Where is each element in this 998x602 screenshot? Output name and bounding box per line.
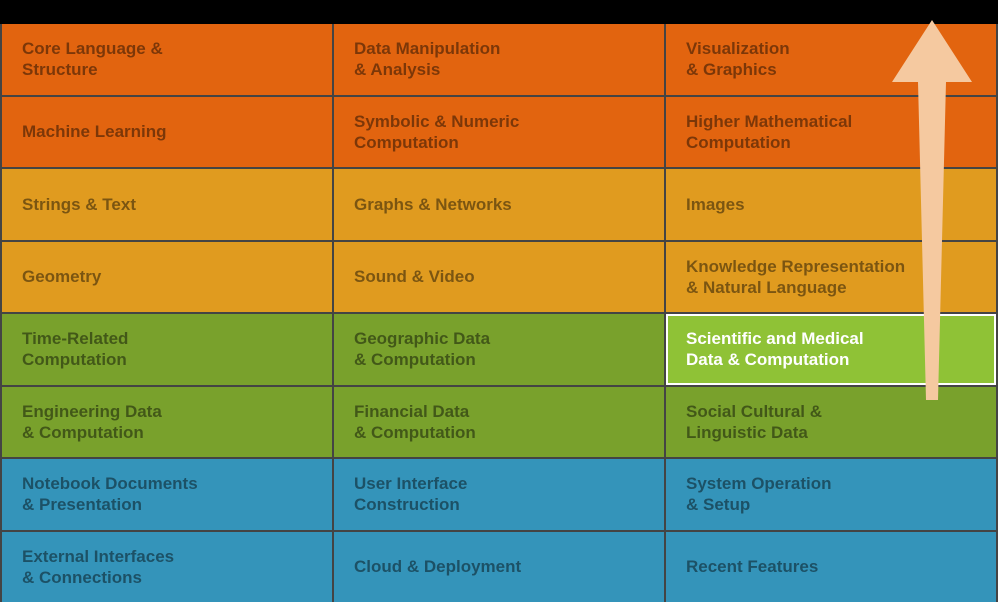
category-cell[interactable]: Notebook Documents& Presentation	[2, 459, 332, 530]
category-cell[interactable]: Geometry	[2, 242, 332, 313]
category-cell[interactable]: Images	[666, 169, 996, 240]
category-cell[interactable]: Visualization& Graphics	[666, 24, 996, 95]
category-cell[interactable]: Recent Features	[666, 532, 996, 602]
category-label: Engineering Data& Computation	[22, 401, 162, 444]
category-label: Higher MathematicalComputation	[686, 111, 852, 154]
category-label: Symbolic & NumericComputation	[354, 111, 519, 154]
category-cell[interactable]: User InterfaceConstruction	[334, 459, 664, 530]
category-label: Strings & Text	[22, 194, 136, 215]
category-label: Geographic Data& Computation	[354, 328, 490, 371]
category-label: Visualization& Graphics	[686, 38, 790, 81]
top-bar	[0, 0, 998, 24]
category-cell[interactable]: Core Language &Structure	[2, 24, 332, 95]
category-cell[interactable]: Time-RelatedComputation	[2, 314, 332, 385]
category-label: Financial Data& Computation	[354, 401, 476, 444]
category-cell[interactable]: External Interfaces& Connections	[2, 532, 332, 602]
category-label: Cloud & Deployment	[354, 556, 521, 577]
category-cell[interactable]: Financial Data& Computation	[334, 387, 664, 458]
category-cell[interactable]: Machine Learning	[2, 97, 332, 168]
category-cell[interactable]: Strings & Text	[2, 169, 332, 240]
category-cell[interactable]: Scientific and MedicalData & Computation	[666, 314, 996, 385]
category-label: External Interfaces& Connections	[22, 546, 174, 589]
category-label: Images	[686, 194, 745, 215]
category-label: Geometry	[22, 266, 101, 287]
category-cell[interactable]: Higher MathematicalComputation	[666, 97, 996, 168]
category-grid: Core Language &Structure Data Manipulatio…	[0, 24, 998, 602]
category-label: System Operation& Setup	[686, 473, 832, 516]
category-label: Graphs & Networks	[354, 194, 512, 215]
category-label: Knowledge Representation& Natural Langua…	[686, 256, 905, 299]
category-label: Scientific and MedicalData & Computation	[686, 328, 864, 371]
category-label: Social Cultural &Linguistic Data	[686, 401, 822, 444]
category-cell[interactable]: Engineering Data& Computation	[2, 387, 332, 458]
category-label: User InterfaceConstruction	[354, 473, 467, 516]
category-label: Recent Features	[686, 556, 818, 577]
category-label: Core Language &Structure	[22, 38, 163, 81]
category-cell[interactable]: System Operation& Setup	[666, 459, 996, 530]
category-label: Time-RelatedComputation	[22, 328, 128, 371]
category-cell[interactable]: Social Cultural &Linguistic Data	[666, 387, 996, 458]
category-cell[interactable]: Sound & Video	[334, 242, 664, 313]
category-cell[interactable]: Knowledge Representation& Natural Langua…	[666, 242, 996, 313]
category-cell[interactable]: Cloud & Deployment	[334, 532, 664, 602]
category-cell[interactable]: Symbolic & NumericComputation	[334, 97, 664, 168]
category-cell[interactable]: Data Manipulation& Analysis	[334, 24, 664, 95]
category-label: Machine Learning	[22, 121, 167, 142]
category-cell[interactable]: Graphs & Networks	[334, 169, 664, 240]
category-cell[interactable]: Geographic Data& Computation	[334, 314, 664, 385]
category-label: Notebook Documents& Presentation	[22, 473, 198, 516]
category-label: Data Manipulation& Analysis	[354, 38, 500, 81]
category-label: Sound & Video	[354, 266, 475, 287]
